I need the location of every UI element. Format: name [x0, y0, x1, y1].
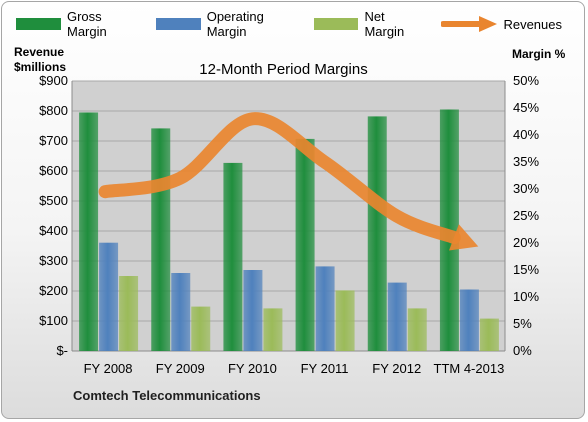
- x-tick-label: FY 2011: [301, 361, 349, 376]
- bar-net-margin: [479, 318, 499, 351]
- legend-label-revenues: Revenues: [503, 16, 562, 32]
- chart-title: 12-Month Period Margins: [199, 61, 367, 78]
- legend-label-operating: Operating Margin: [206, 9, 264, 39]
- legend-swatch-operating: [155, 18, 201, 30]
- y2-tick-label: 50%: [513, 73, 539, 88]
- y2-tick-label: 0%: [513, 343, 532, 358]
- y2-tick-label: 20%: [513, 235, 539, 250]
- y2-tick-label: 45%: [513, 100, 539, 115]
- x-tick-label: FY 2008: [84, 361, 133, 376]
- y2-tick-label: 30%: [513, 181, 539, 196]
- bar-net-margin: [407, 308, 427, 351]
- bar-net-margin: [335, 290, 355, 351]
- y-tick-label: $500: [39, 193, 68, 208]
- x-tick-label: FY 2010: [228, 361, 277, 376]
- bar-gross-margin: [79, 112, 99, 351]
- y2-tick-label: 10%: [513, 289, 539, 304]
- y-tick-label: $-: [56, 343, 68, 358]
- y-tick-label: $300: [39, 253, 68, 268]
- y-tick-label: $600: [39, 163, 68, 178]
- left-axis-title-line2: $millions: [14, 60, 67, 74]
- bar-net-margin: [263, 308, 283, 351]
- y-tick-label: $400: [39, 223, 68, 238]
- revenues-arrowhead: [449, 224, 479, 251]
- y-tick-label: $800: [39, 103, 68, 118]
- bar-gross-margin: [223, 162, 243, 351]
- y2-tick-label: 40%: [513, 127, 539, 142]
- bar-gross-margin: [367, 116, 387, 352]
- y2-tick-label: 25%: [513, 208, 539, 223]
- revenues-line: [98, 112, 461, 245]
- bar-operating-margin: [315, 266, 335, 351]
- y2-tick-label: 15%: [513, 262, 539, 277]
- legend-label-gross: Gross Margin: [66, 9, 107, 39]
- x-tick-label: FY 2009: [156, 361, 205, 376]
- bar-operating-margin: [171, 273, 191, 351]
- bar-gross-margin: [295, 138, 315, 351]
- y-tick-label: $100: [39, 313, 68, 328]
- bar-gross-margin: [151, 128, 171, 351]
- legend-arrow-icon: [441, 16, 498, 32]
- y2-tick-label: 5%: [513, 316, 532, 331]
- y-tick-label: $700: [39, 133, 68, 148]
- bar-net-margin: [119, 276, 139, 351]
- y2-tick-label: 35%: [513, 154, 539, 169]
- bar-net-margin: [191, 306, 211, 351]
- legend-item-net-margin: Net Margin: [313, 9, 416, 39]
- y-tick-label: $200: [39, 283, 68, 298]
- legend-item-operating-margin: Operating Margin: [155, 9, 288, 39]
- bar-operating-margin: [99, 242, 119, 351]
- bar-operating-margin: [243, 270, 263, 351]
- x-tick-label: TTM 4-2013: [434, 361, 505, 376]
- bar-operating-margin: [459, 289, 479, 351]
- legend-item-revenues: Revenues: [441, 16, 562, 32]
- footer-company-name: Comtech Telecommunications: [73, 388, 261, 403]
- legend-swatch-net: [313, 18, 359, 30]
- x-tick-label: FY 2012: [372, 361, 421, 376]
- right-axis-title: Margin %: [512, 47, 566, 61]
- bar-operating-margin: [387, 282, 407, 351]
- legend-swatch-gross: [16, 18, 61, 30]
- y-tick-label: $900: [39, 73, 68, 88]
- left-axis-title: Revenue $millions: [14, 45, 74, 75]
- legend-label-net: Net Margin: [364, 9, 405, 39]
- legend: Gross Margin Operating Margin Net Margin…: [16, 9, 588, 39]
- legend-item-gross-margin: Gross Margin: [16, 9, 130, 39]
- left-axis-title-line1: Revenue: [14, 45, 65, 59]
